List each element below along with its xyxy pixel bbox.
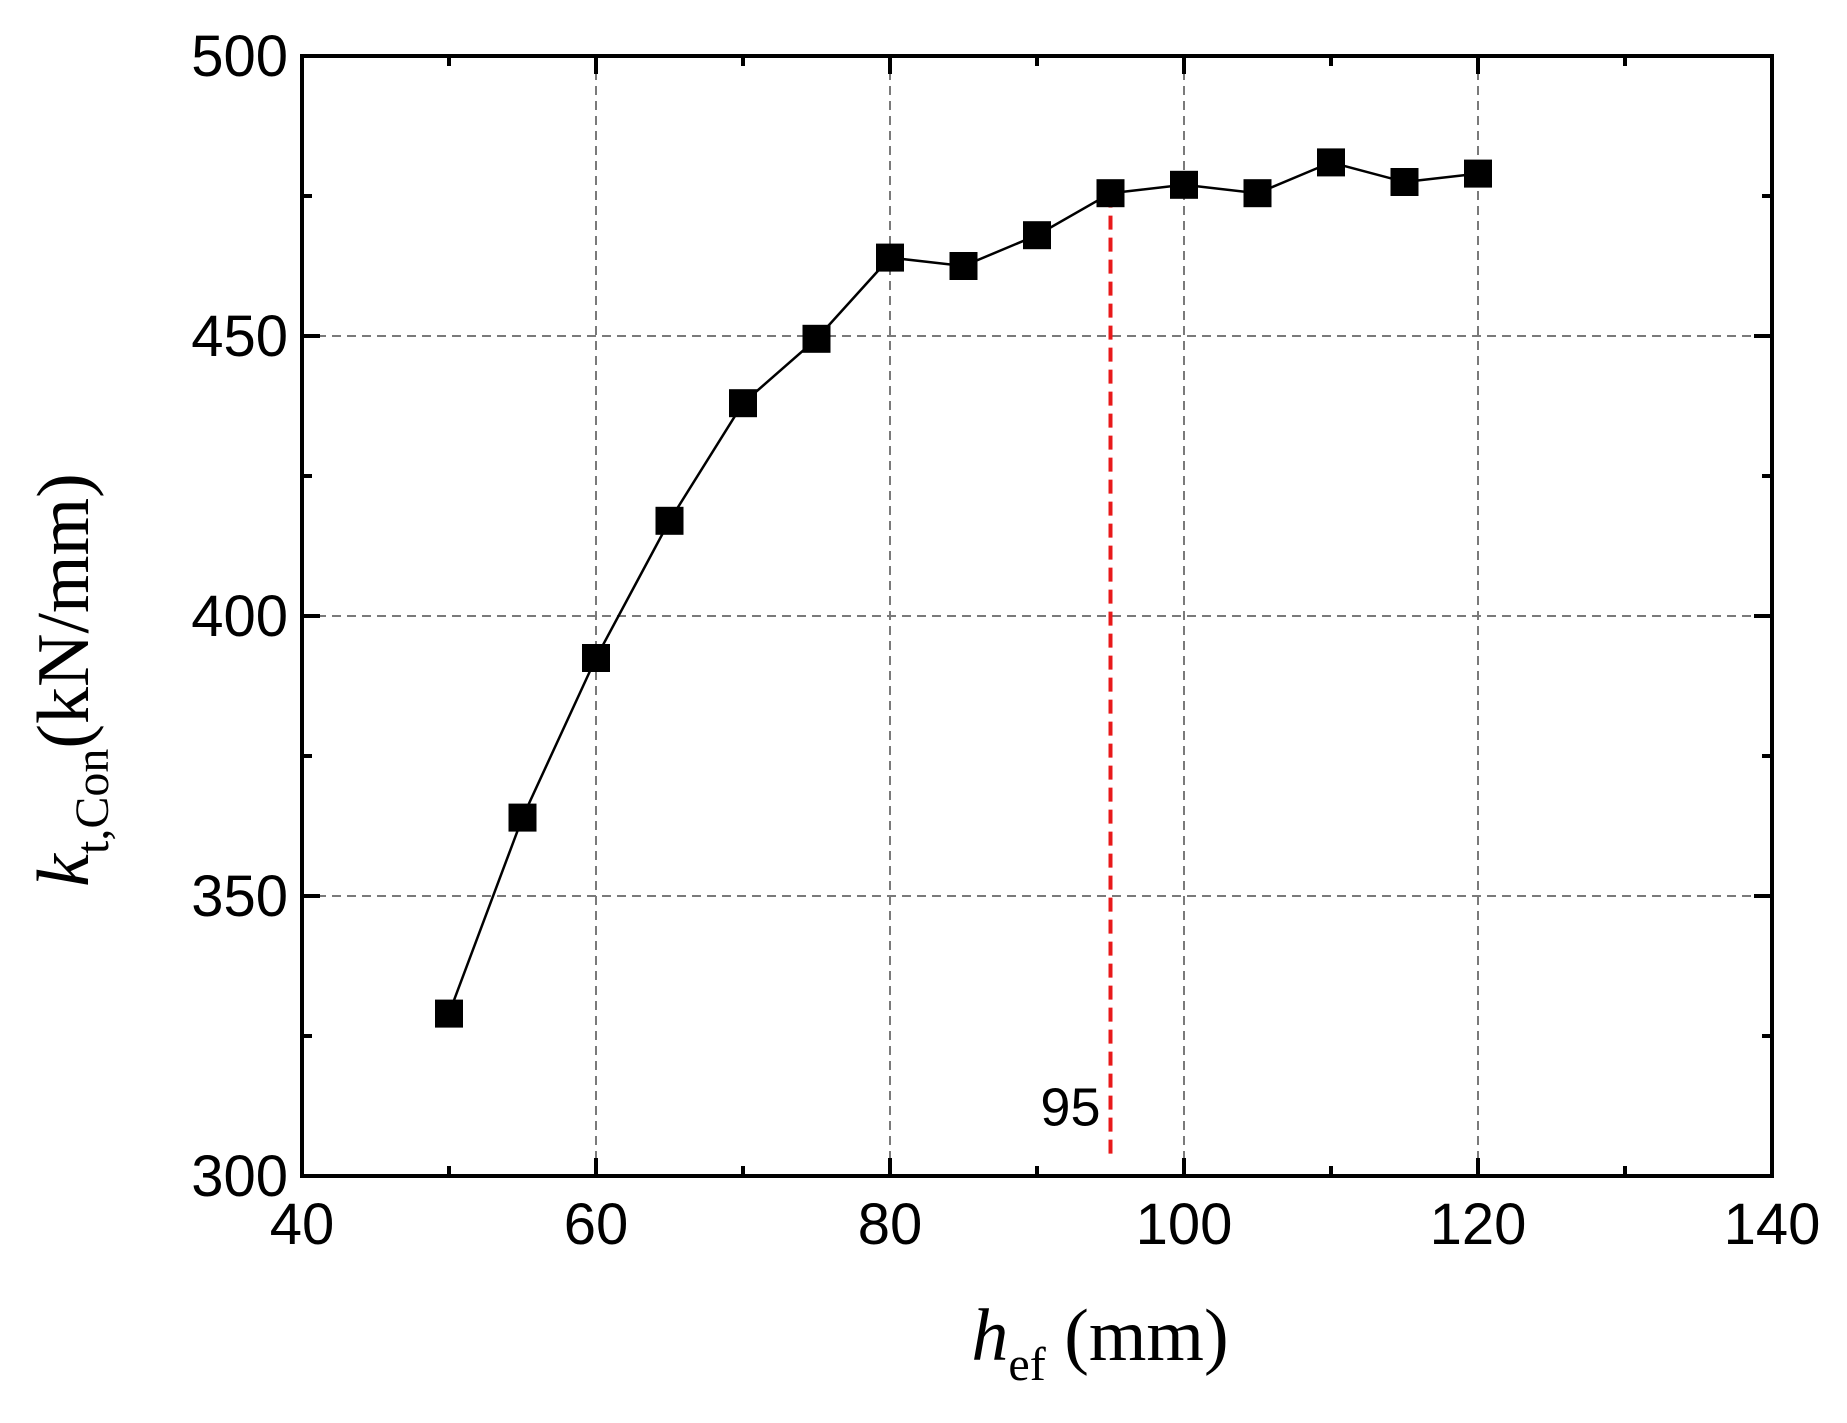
x-tick-label: 120 xyxy=(1430,1192,1527,1257)
series-line xyxy=(447,161,1479,1015)
axis-ticks xyxy=(300,54,1774,1178)
data-point xyxy=(1096,179,1125,208)
data-point xyxy=(729,389,757,418)
data-point xyxy=(435,999,463,1028)
x-tick-label: 140 xyxy=(1724,1192,1821,1257)
x-axis-title-main: h xyxy=(971,1295,1008,1377)
y-tick-label: 450 xyxy=(191,304,288,369)
x-tick-label: 40 xyxy=(270,1192,335,1257)
data-point xyxy=(802,324,831,353)
data-point xyxy=(876,243,904,272)
grid-lines xyxy=(302,56,1772,1176)
data-point xyxy=(1390,168,1419,196)
x-tick-label: 60 xyxy=(564,1192,629,1257)
annotation: 95 xyxy=(1040,193,1113,1154)
y-axis-title: kt,Con(kN/mm) xyxy=(23,473,119,887)
data-point xyxy=(655,506,684,535)
series-markers xyxy=(435,148,1492,1028)
data-point xyxy=(1243,179,1272,208)
y-axis-title-sub: t,Con xyxy=(66,749,119,854)
y-axis-title-unit: (kN/mm) xyxy=(23,473,105,748)
x-axis-title: hef (mm) xyxy=(971,1295,1228,1391)
y-tick-label: 400 xyxy=(191,584,288,649)
x-tick-label: 100 xyxy=(1136,1192,1233,1257)
data-point xyxy=(949,252,978,280)
x-tick-label: 80 xyxy=(858,1192,923,1257)
y-tick-labels: 300 350 400 450 500 xyxy=(191,24,288,1209)
y-tick-label: 500 xyxy=(191,24,288,89)
data-point xyxy=(1464,159,1492,188)
data-point xyxy=(582,644,610,672)
x-axis-title-sub: ef xyxy=(1008,1338,1045,1391)
data-point xyxy=(508,803,537,832)
x-tick-labels: 40 60 80 100 120 140 xyxy=(270,1192,1821,1257)
annotation-label: 95 xyxy=(1040,1078,1100,1138)
data-point xyxy=(1170,170,1198,199)
y-axis-title-main: k xyxy=(23,853,105,887)
y-tick-label: 350 xyxy=(191,864,288,929)
x-axis-title-unit: (mm) xyxy=(1046,1295,1229,1377)
data-point xyxy=(1317,148,1345,177)
y-tick-label: 300 xyxy=(191,1144,288,1209)
data-point xyxy=(1023,221,1051,250)
